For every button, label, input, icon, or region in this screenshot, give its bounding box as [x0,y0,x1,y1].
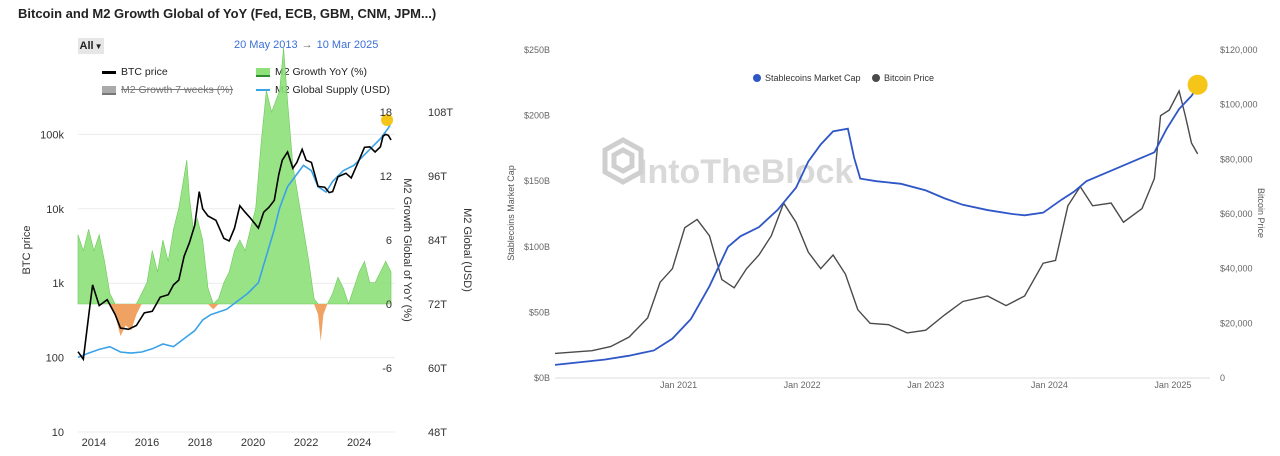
y-right-tick-label: $80,000 [1220,154,1253,164]
y-right-tick-label: 72T [428,299,447,311]
watermark-logo-icon [602,137,644,185]
x-tick-label: 2016 [135,437,159,449]
x-tick-label: Jan 2023 [907,380,944,390]
y-right-tick-label: $100,000 [1220,100,1258,110]
y-mid-tick-label: 18 [380,107,392,119]
legend-label-m2-supply: M2 Global Supply (USD) [275,84,390,96]
legend-swatch-m2-7w [102,85,116,95]
x-tick-label: Jan 2025 [1154,380,1191,390]
stablecoins-market-cap-line [554,86,1199,366]
legend-label-stablecoins: Stablecoins Market Cap [765,73,861,83]
y-left-tick-label: 100 [46,353,64,365]
y-left-tick-label: $50B [529,307,550,317]
y-left-tick-label: 10 [52,427,64,439]
y-right-tick-label: $60,000 [1220,209,1253,219]
left-chart-plot: 10 100 1k 10k 100k 2014 2016 2018 2020 2022 2024 -6… [21,47,473,449]
y-left-tick-label: $100B [524,242,550,252]
x-tick-label: Jan 2021 [660,380,697,390]
y-left-tick-label: 1k [52,278,64,290]
y-left-axis-title: Stablecoins Market Cap [506,165,516,261]
y-right-tick-label: $120,000 [1220,45,1258,55]
y-left-tick-label: $0B [534,373,550,383]
date-from: 20 May 2013 [234,39,298,51]
y-right-axis-title: Bitcoin Price [1256,188,1266,238]
y-mid-axis-title: M2 Growth Global of YoY (%) [401,178,413,321]
y-right-tick-label: 0 [1220,373,1225,383]
left-chart-panel: Bitcoin and M2 Growth Global of YoY (Fed… [0,0,480,456]
y-right-tick-label: 60T [428,363,447,375]
y-right-tick-label: 108T [428,107,453,119]
legend-swatch-btc [102,70,116,74]
watermark-text: IntoTheBlock [638,153,853,191]
y-left-tick-label: 100k [40,129,64,141]
x-tick-label: 2020 [241,437,265,449]
arrow-right-icon: → [301,39,313,51]
legend-swatch-m2-supply [256,89,270,92]
legend-label-m2-yoy: M2 Growth YoY (%) [275,66,368,78]
y-left-tick-label: $200B [524,111,550,121]
legend-btc[interactable]: BTC price [102,66,168,78]
legend-swatch-stablecoins [753,74,761,82]
date-to: 10 Mar 2025 [316,39,379,51]
y-right-tick-label: $40,000 [1220,264,1253,274]
y-left-tick-label: $150B [524,176,550,186]
y-mid-tick-label: -6 [382,363,392,375]
y-right-axis-title: M2 Global (USD) [461,208,473,292]
y-left-tick-label: 10k [46,204,64,216]
legend-swatch-m2-yoy [256,67,270,77]
caret-down-icon: ▼ [94,42,103,51]
x-tick-label: Jan 2024 [1031,380,1068,390]
range-select-label: All [79,40,94,52]
y-left-tick-label: $250B [524,45,550,55]
legend-m2-supply[interactable]: M2 Global Supply (USD) [256,84,390,96]
range-select-button[interactable]: All▼ [78,38,104,54]
highlight-marker [1187,74,1208,95]
x-tick-label: 2014 [82,437,106,449]
btc-price-line [77,133,392,362]
x-tick-label: 2018 [188,437,212,449]
y-mid-tick-label: 12 [380,171,392,183]
bitcoin-price-line [554,89,1199,355]
legend-m2-yoy[interactable]: M2 Growth YoY (%) [256,66,367,78]
x-tick-label: 2024 [347,437,371,449]
m2-yoy-negative-area [78,304,392,342]
y-mid-tick-label: 0 [386,299,392,311]
y-right-tick-label: 96T [428,171,447,183]
x-tick-label: Jan 2022 [784,380,821,390]
chart-title: Bitcoin and M2 Growth Global of YoY (Fed… [18,6,437,21]
legend-m2-7w[interactable]: M2 Growth 7 weeks (%) [102,84,233,96]
y-mid-tick-label: 6 [386,235,392,247]
highlight-marker [381,114,394,126]
date-range[interactable]: 20 May 2013 → 10 Mar 2025 [234,39,378,51]
m2-supply-line [77,122,392,359]
y-left-axis-title: BTC price [21,226,33,275]
legend-label-btc: BTC price [121,66,168,78]
y-right-tick-label: $20,000 [1220,318,1253,328]
legend-swatch-bitcoin [872,74,880,82]
y-right-tick-label: 84T [428,235,447,247]
x-tick-label: 2022 [294,437,318,449]
y-right-tick-label: 48T [428,427,447,439]
right-chart-plot: IntoTheBlock $0B $50B $100B $150B $200B $250B 0… [506,45,1266,390]
legend-label-bitcoin: Bitcoin Price [884,73,934,83]
right-chart-panel: IntoTheBlock $0B $50B $100B $150B $200B $250B 0… [490,0,1280,456]
legend-label-m2-7w: M2 Growth 7 weeks (%) [121,84,234,96]
